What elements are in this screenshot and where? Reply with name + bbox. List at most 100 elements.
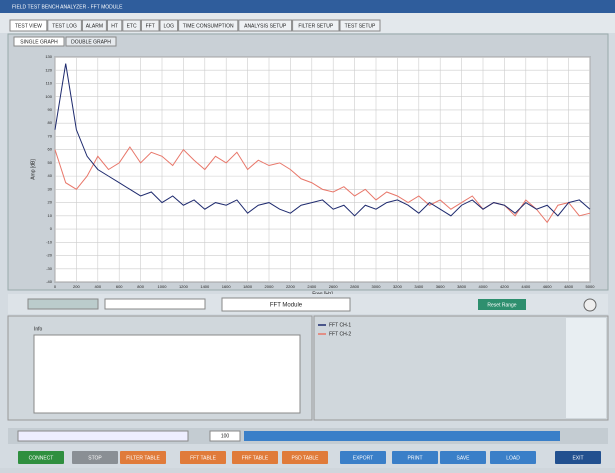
tab-label[interactable]: TEST SETUP — [345, 23, 376, 29]
x-tick-label: 3200 — [393, 284, 403, 289]
tab[interactable] — [140, 19, 160, 32]
tab-label[interactable]: TIME CONSUMPTION — [183, 23, 234, 29]
y-tick-label: -20 — [46, 253, 53, 258]
button[interactable] — [120, 451, 166, 464]
tab[interactable] — [106, 19, 123, 32]
button[interactable] — [18, 451, 64, 464]
title-bar — [0, 0, 615, 13]
status-box — [209, 430, 241, 442]
x-tick-label: 2200 — [286, 284, 296, 289]
close-icon[interactable] — [583, 298, 597, 312]
tab-label[interactable]: FFT — [146, 23, 155, 29]
button-label[interactable]: EXIT — [572, 455, 583, 461]
button[interactable] — [72, 451, 118, 464]
y-tick-label: 110 — [46, 81, 53, 86]
y-tick-label: 20 — [48, 200, 53, 205]
tab-label[interactable]: TEST VIEW — [15, 23, 42, 29]
y-tick-label: 120 — [45, 67, 52, 72]
tab-label[interactable]: LOG — [164, 23, 175, 29]
y-tick-label: 40 — [48, 173, 53, 178]
x-tick-label: 5000 — [586, 284, 596, 289]
reset-button[interactable] — [478, 299, 526, 310]
y-tick-label: 80 — [48, 120, 53, 125]
y-tick-label: -30 — [46, 266, 53, 271]
button-label[interactable]: LOAD — [506, 455, 520, 461]
x-tick-label: 4600 — [543, 284, 553, 289]
data-line — [54, 63, 591, 217]
x-tick-label: 3600 — [436, 284, 446, 289]
subtab[interactable] — [65, 36, 117, 47]
button-label[interactable]: PSD TABLE — [291, 455, 319, 461]
tab[interactable] — [122, 19, 141, 32]
module-box — [221, 297, 351, 312]
x-tick-label: 1000 — [158, 284, 168, 289]
info-text — [33, 334, 301, 414]
button[interactable] — [555, 451, 601, 464]
button[interactable] — [340, 451, 386, 464]
button[interactable] — [180, 451, 226, 464]
button[interactable] — [490, 451, 536, 464]
tab-label[interactable]: ALARM — [86, 23, 103, 29]
button-label[interactable]: STOP — [88, 455, 102, 461]
button-label[interactable]: EXPORT — [353, 455, 373, 461]
x-tick-label: 600 — [116, 284, 123, 289]
tab-label[interactable]: FILTER SETUP — [298, 23, 334, 29]
cursor-fields[interactable] — [104, 298, 206, 310]
progress-bar — [244, 431, 560, 441]
tab[interactable] — [238, 19, 293, 32]
y-tick-label: 10 — [48, 213, 53, 218]
tab[interactable] — [9, 19, 48, 32]
y-tick-label: 30 — [48, 186, 53, 191]
y-tick-label: -40 — [46, 279, 53, 284]
info-label: Info — [34, 326, 43, 332]
x-tick-label: 3400 — [414, 284, 424, 289]
x-tick-label: 1600 — [222, 284, 232, 289]
module-label: FFT Module — [270, 303, 303, 309]
x-tick-label: 800 — [137, 284, 144, 289]
y-tick-label: -10 — [46, 239, 53, 244]
button[interactable] — [392, 451, 438, 464]
x-tick-label: 2400 — [307, 284, 317, 289]
plot-area — [54, 56, 591, 283]
tab[interactable] — [339, 19, 381, 32]
status-field — [17, 430, 189, 442]
reset-label[interactable]: Reset Range — [487, 302, 516, 308]
tab[interactable] — [81, 19, 107, 32]
tab[interactable] — [178, 19, 239, 32]
x-tick-label: 3800 — [457, 284, 467, 289]
tab-label[interactable]: ETC — [127, 23, 137, 29]
legend-label: FFT CH-2 — [329, 331, 351, 337]
tab[interactable] — [292, 19, 340, 32]
button-label[interactable]: FRF TABLE — [242, 455, 269, 461]
button-label[interactable]: CONNECT — [29, 455, 54, 461]
x-tick-label: 0 — [54, 284, 57, 289]
x-tick-label: 4800 — [564, 284, 574, 289]
button-label[interactable]: FILTER TABLE — [126, 455, 160, 461]
tab-label[interactable]: TEST LOG — [52, 23, 77, 29]
button[interactable] — [232, 451, 278, 464]
tab-label[interactable]: ANALYSIS SETUP — [244, 23, 287, 29]
x-tick-label: 1400 — [200, 284, 210, 289]
subtab-label[interactable]: SINGLE GRAPH — [20, 39, 58, 45]
y-tick-label: 100 — [45, 94, 52, 99]
button-label[interactable]: FFT TABLE — [190, 455, 217, 461]
button[interactable] — [282, 451, 328, 464]
x-tick-label: 400 — [94, 284, 101, 289]
tab-label[interactable]: HT — [111, 23, 118, 29]
y-tick-label: 70 — [48, 133, 53, 138]
x-tick-label: 1800 — [243, 284, 253, 289]
tab[interactable] — [159, 19, 179, 32]
x-tick-label: 4400 — [521, 284, 531, 289]
y-tick-label: 50 — [48, 160, 53, 165]
zoom-tools[interactable] — [27, 298, 99, 310]
button[interactable] — [440, 451, 486, 464]
tab[interactable] — [47, 19, 82, 32]
button-label[interactable]: PRINT — [408, 455, 423, 461]
subtab-label[interactable]: DOUBLE GRAPH — [71, 39, 111, 45]
x-tick-label: 2800 — [350, 284, 360, 289]
status-value: 100 — [221, 433, 230, 439]
button-label[interactable]: SAVE — [457, 455, 471, 461]
subtab[interactable] — [13, 36, 65, 47]
y-tick-label: 90 — [48, 107, 53, 112]
